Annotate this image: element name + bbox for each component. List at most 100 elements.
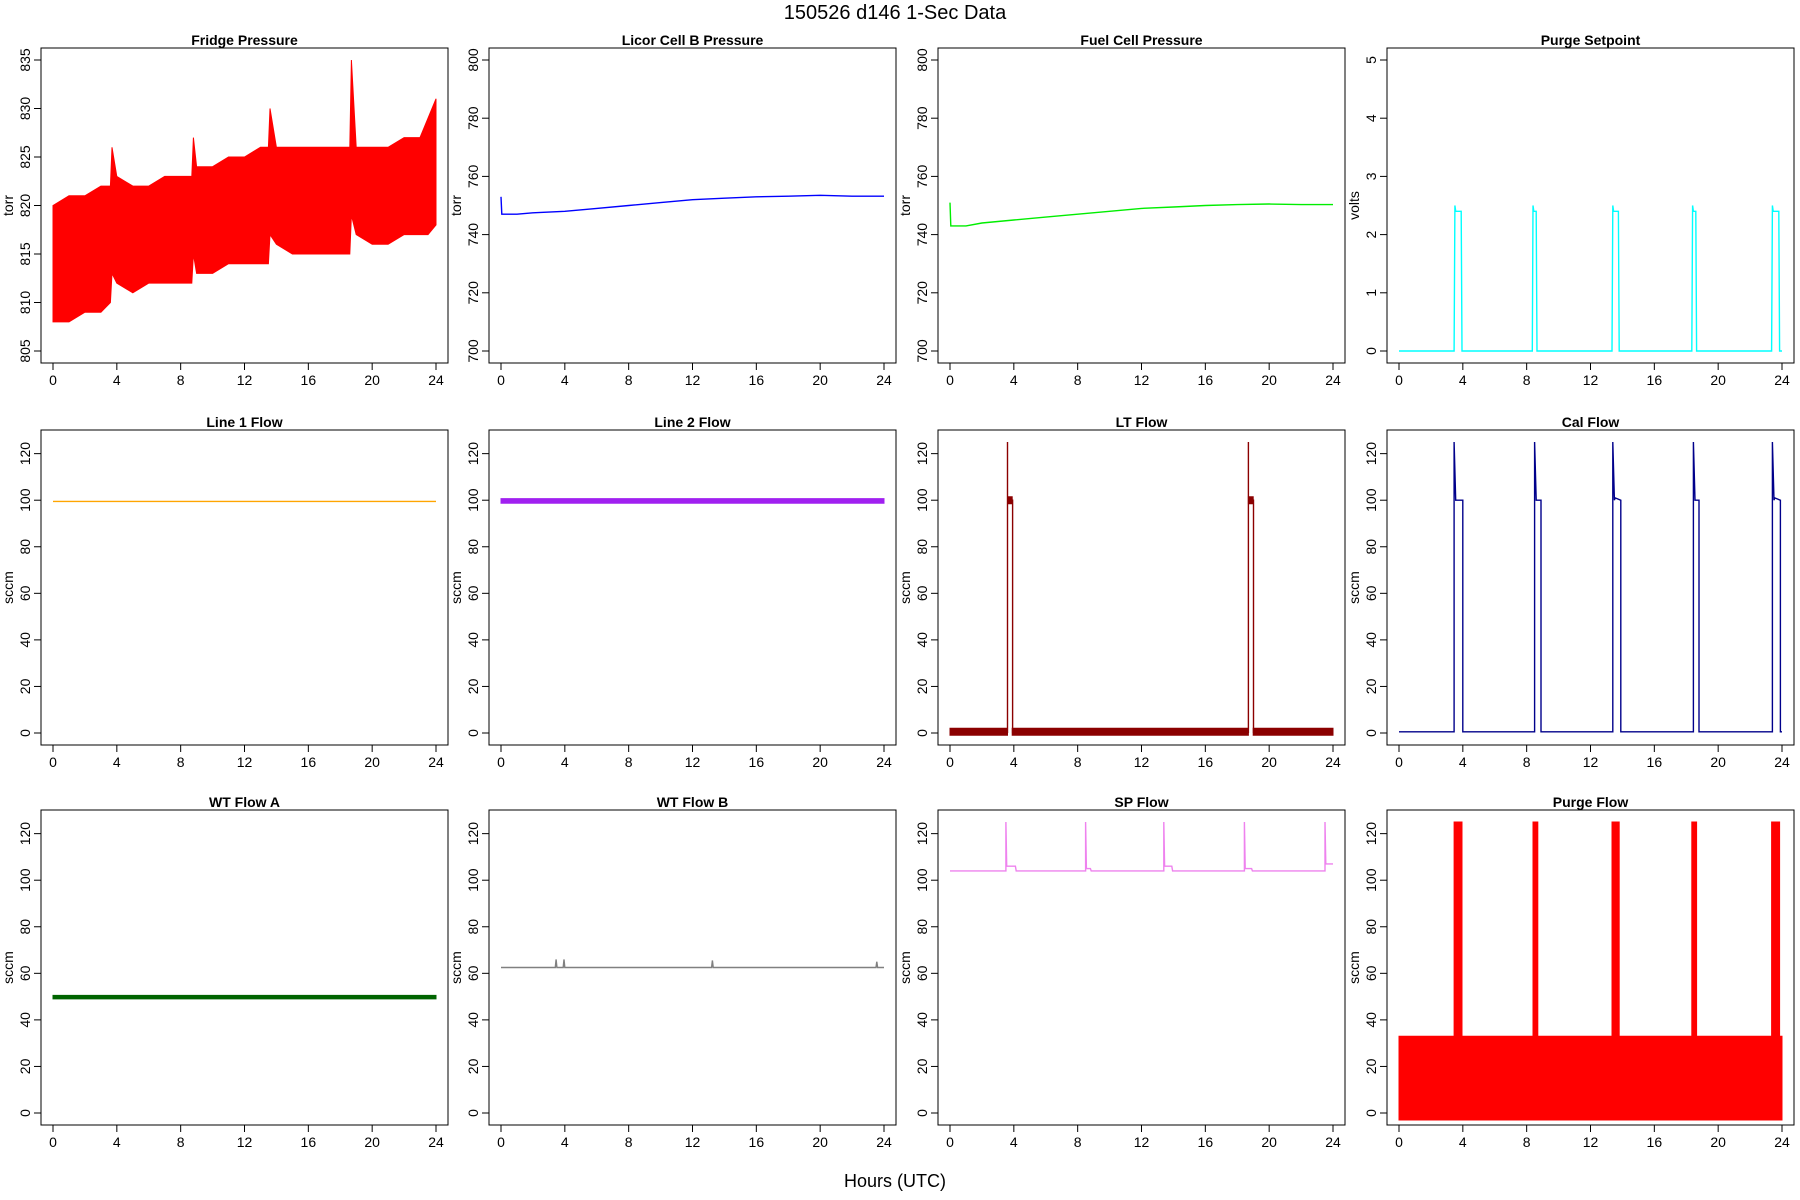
cal-flow-y-tick-label: 120 <box>1363 442 1379 466</box>
cal-flow-x-tick-label: 16 <box>1647 754 1663 770</box>
fuel-cell-pressure-x-tick-label: 16 <box>1198 372 1214 388</box>
fuel-cell-pressure-y-tick-label: 800 <box>914 48 930 72</box>
licor-cell-b-pressure-plot-frame <box>488 47 897 364</box>
cal-flow-y-tick-label: 100 <box>1363 488 1379 512</box>
wt-flow-b-data <box>501 959 884 969</box>
purge-setpoint-series-line <box>1399 205 1782 352</box>
lt-flow-y-axis: 0 20 40 60 80 100 120 <box>914 442 939 737</box>
fuel-cell-pressure-x-tick-label: 20 <box>1261 372 1277 388</box>
wt-flow-a-data <box>52 994 437 1000</box>
lt-flow-y-tick-label: 80 <box>914 539 930 555</box>
fridge-pressure-title: Fridge Pressure <box>191 32 298 48</box>
wt-flow-a-x-tick-label: 24 <box>428 1134 444 1150</box>
wt-flow-b-x-tick-label: 8 <box>625 1134 633 1150</box>
lt-flow-title: LT Flow <box>1116 414 1168 430</box>
sp-flow-x-tick-label: 20 <box>1261 1134 1277 1150</box>
fuel-cell-pressure-x-tick-label: 0 <box>946 372 954 388</box>
wt-flow-a-x-tick-label: 8 <box>177 1134 185 1150</box>
purge-flow-x-tick-label: 16 <box>1647 1134 1663 1150</box>
line-2-flow-y-tick-label: 0 <box>465 729 481 737</box>
purge-setpoint-plot-frame <box>1386 47 1795 364</box>
line-1-flow-x-tick-label: 8 <box>177 754 185 770</box>
lt-flow-y-tick-label: 100 <box>914 488 930 512</box>
fuel-cell-pressure-y-tick-label: 760 <box>914 165 930 189</box>
panel-sp-flow: SP Flow sccm 0 4 8 12 16 20 24 0 20 40 60 80 100 120 <box>897 794 1346 1150</box>
line-2-flow-x-tick-label: 24 <box>876 754 892 770</box>
fridge-pressure-y-tick-label: 825 <box>17 145 33 169</box>
line-1-flow-y-tick-label: 80 <box>17 539 33 555</box>
line-2-flow-y-tick-label: 20 <box>465 678 481 694</box>
lt-flow-y-tick-label: 0 <box>914 729 930 737</box>
cal-flow-title: Cal Flow <box>1562 414 1620 430</box>
wt-flow-b-series-line <box>501 959 884 969</box>
fridge-pressure-x-axis: 0 4 8 12 16 20 24 <box>49 362 444 388</box>
panel-wt-flow-a: WT Flow A sccm 0 4 8 12 16 20 24 0 20 40 60 80 100 120 <box>0 794 449 1150</box>
licor-cell-b-pressure-x-tick-label: 24 <box>876 372 892 388</box>
purge-setpoint-x-tick-label: 0 <box>1395 372 1403 388</box>
licor-cell-b-pressure-y-tick-label: 800 <box>465 48 481 72</box>
purge-flow-series-band <box>1398 1035 1783 1121</box>
cal-flow-x-axis: 0 4 8 12 16 20 24 <box>1395 744 1790 770</box>
fridge-pressure-y-tick-label: 810 <box>17 291 33 315</box>
cal-flow-x-tick-label: 0 <box>1395 754 1403 770</box>
wt-flow-b-x-tick-label: 4 <box>561 1134 569 1150</box>
lt-flow-series-line <box>1006 442 1014 733</box>
licor-cell-b-pressure-y-tick-label: 720 <box>465 281 481 305</box>
line-1-flow-y-tick-label: 120 <box>17 442 33 466</box>
panel-line-1-flow: Line 1 Flow sccm 0 4 8 12 16 20 24 0 20 40 60 80 100 12… <box>0 414 449 770</box>
purge-flow-y-tick-label: 40 <box>1363 1012 1379 1028</box>
sp-flow-y-tick-label: 100 <box>914 868 930 892</box>
wt-flow-b-title: WT Flow B <box>657 794 729 810</box>
line-1-flow-y-axis-label: sccm <box>0 571 16 604</box>
licor-cell-b-pressure-y-tick-label: 780 <box>465 106 481 130</box>
cal-flow-y-axis: 0 20 40 60 80 100 120 <box>1363 442 1388 737</box>
wt-flow-a-y-tick-label: 40 <box>17 1012 33 1028</box>
sp-flow-y-tick-label: 80 <box>914 919 930 935</box>
x-axis-label: Hours (UTC) <box>844 1171 946 1191</box>
cal-flow-y-tick-label: 0 <box>1363 729 1379 737</box>
wt-flow-b-x-axis: 0 4 8 12 16 20 24 <box>497 1124 892 1150</box>
purge-setpoint-x-tick-label: 12 <box>1583 372 1599 388</box>
fuel-cell-pressure-data <box>949 202 1333 227</box>
fridge-pressure-x-tick-label: 20 <box>364 372 380 388</box>
wt-flow-a-x-tick-label: 0 <box>49 1134 57 1150</box>
cal-flow-x-tick-label: 24 <box>1774 754 1790 770</box>
sp-flow-y-tick-label: 120 <box>914 822 930 846</box>
cal-flow-plot-frame <box>1386 429 1795 746</box>
fuel-cell-pressure-y-tick-label: 740 <box>914 223 930 247</box>
lt-flow-x-tick-label: 24 <box>1325 754 1341 770</box>
wt-flow-b-x-tick-label: 0 <box>497 1134 505 1150</box>
licor-cell-b-pressure-x-tick-label: 0 <box>497 372 505 388</box>
lt-flow-x-tick-label: 0 <box>946 754 954 770</box>
lt-flow-y-axis-label: sccm <box>897 571 913 604</box>
licor-cell-b-pressure-y-tick-label: 760 <box>465 165 481 189</box>
fridge-pressure-x-tick-label: 0 <box>49 372 57 388</box>
fuel-cell-pressure-y-axis: 700 720 740 760 780 800 <box>914 48 939 363</box>
purge-setpoint-y-tick-label: 2 <box>1363 230 1379 238</box>
fuel-cell-pressure-x-tick-label: 4 <box>1010 372 1018 388</box>
fuel-cell-pressure-x-tick-label: 24 <box>1325 372 1341 388</box>
purge-setpoint-x-axis: 0 4 8 12 16 20 24 <box>1395 362 1790 388</box>
purge-setpoint-data <box>1399 205 1782 352</box>
fuel-cell-pressure-y-tick-label: 720 <box>914 281 930 305</box>
licor-cell-b-pressure-y-tick-label: 700 <box>465 339 481 363</box>
purge-setpoint-x-tick-label: 24 <box>1774 372 1790 388</box>
purge-setpoint-y-axis-label: volts <box>1346 191 1362 220</box>
line-1-flow-y-axis: 0 20 40 60 80 100 120 <box>17 442 42 737</box>
purge-flow-y-tick-label: 60 <box>1363 965 1379 981</box>
fuel-cell-pressure-title: Fuel Cell Pressure <box>1080 32 1202 48</box>
cal-flow-y-tick-label: 20 <box>1363 678 1379 694</box>
wt-flow-a-x-tick-label: 20 <box>364 1134 380 1150</box>
purge-setpoint-y-tick-label: 4 <box>1363 114 1379 122</box>
wt-flow-a-x-axis: 0 4 8 12 16 20 24 <box>49 1124 444 1150</box>
wt-flow-a-y-tick-label: 60 <box>17 965 33 981</box>
sp-flow-data <box>950 821 1333 872</box>
lt-flow-series-line <box>1247 442 1255 733</box>
licor-cell-b-pressure-y-tick-label: 740 <box>465 223 481 247</box>
lt-flow-y-tick-label: 60 <box>914 585 930 601</box>
fridge-pressure-y-tick-label: 815 <box>17 242 33 266</box>
purge-flow-series-band <box>1611 821 1620 1121</box>
panel-line-2-flow: Line 2 Flow sccm 0 4 8 12 16 20 24 0 20 40 60 80 100 12… <box>448 414 897 770</box>
